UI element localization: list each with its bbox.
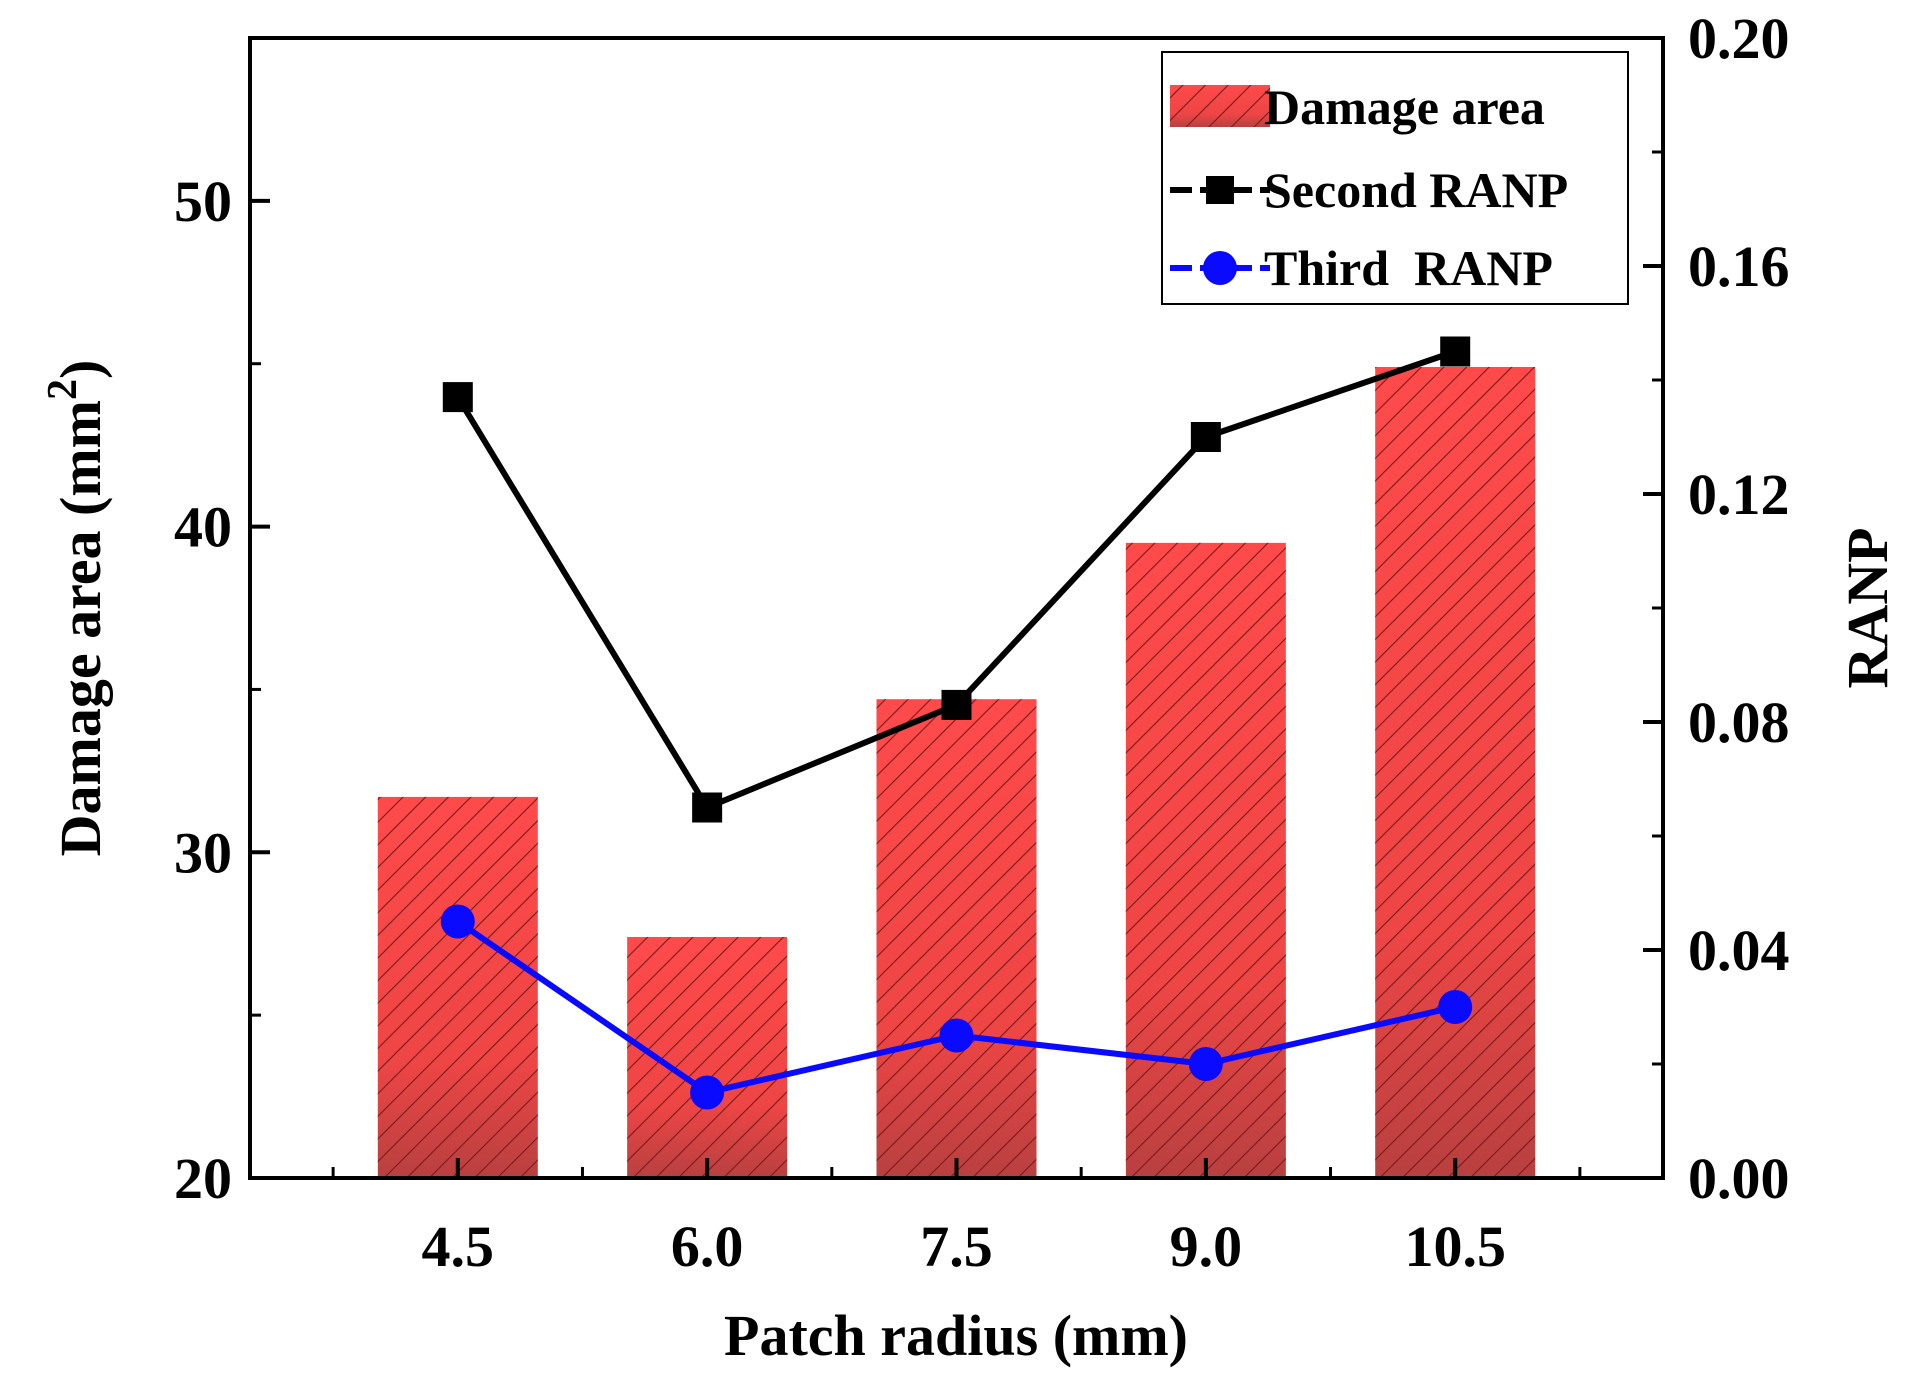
y-left-tick-label: 50 [174, 169, 232, 234]
y-left-tick-label: 40 [174, 495, 232, 560]
legend-marker-second-ranp [1206, 176, 1234, 204]
x-tick-label: 6.0 [671, 1214, 744, 1279]
point-second-ranp-9.0 [1190, 422, 1221, 452]
bar-hatch-9.0 [1125, 542, 1286, 1178]
y-right-tick-label: 0.00 [1688, 1146, 1790, 1211]
legend-label-damage-area: Damage area [1264, 79, 1545, 135]
bar-hatch-4.5 [377, 796, 538, 1178]
x-tick-label: 4.5 [422, 1214, 495, 1279]
y-axis-title-right: RANP [1835, 527, 1900, 688]
point-third-ranp-6.0 [690, 1075, 725, 1110]
y-axis-title-left-superscript: 2 [40, 379, 86, 400]
legend-label-third-ranp: Third RANP [1264, 240, 1553, 296]
point-second-ranp-7.5 [941, 689, 972, 720]
y-left-tick-label: 30 [174, 820, 232, 885]
legend-swatch-damage-area-hatch [1170, 85, 1270, 127]
y-right-tick-label: 0.04 [1688, 918, 1790, 983]
bar-hatch-7.5 [876, 699, 1037, 1178]
legend-item-second-ranp: Second RANP [1170, 162, 1568, 218]
ranp-lines [440, 336, 1473, 1110]
point-third-ranp-9.0 [1188, 1047, 1223, 1081]
legend: Damage area Second RANP Third RANP [1161, 51, 1629, 305]
point-third-ranp-4.5 [440, 904, 475, 939]
legend-marker-third-ranp [1203, 251, 1237, 285]
point-third-ranp-10.5 [1438, 990, 1473, 1024]
legend-label-second-ranp: Second RANP [1264, 162, 1568, 218]
y-axis-title-left-text: Damage area (mm [48, 400, 113, 856]
y-axis-title-left-close: ) [48, 360, 113, 379]
legend-item-damage-area: Damage area [1170, 79, 1545, 135]
x-tick-label: 7.5 [920, 1214, 993, 1279]
legend-item-third-ranp: Third RANP [1170, 240, 1553, 296]
y-right-tick-label: 0.20 [1688, 6, 1790, 71]
y-left-tick-label: 20 [174, 1146, 232, 1211]
axes: 20 30 40 50 0.00 0.04 0.08 0.12 0.16 0.20 4.5 6.0 7.… [174, 6, 1790, 1279]
y-right-tick-label: 0.08 [1688, 690, 1790, 755]
damage-area-bars [377, 366, 1536, 1178]
point-second-ranp-10.5 [1440, 336, 1471, 367]
x-tick-label: 9.0 [1170, 1214, 1243, 1279]
y-axis-title-left: Damage area (mm2) [40, 360, 113, 857]
point-second-ranp-6.0 [692, 792, 723, 823]
point-second-ranp-4.5 [442, 382, 473, 413]
point-third-ranp-7.5 [939, 1018, 974, 1053]
bar-hatch-10.5 [1375, 366, 1536, 1178]
x-tick-label: 10.5 [1404, 1214, 1506, 1279]
x-axis-title: Patch radius (mm) [724, 1303, 1188, 1368]
y-right-tick-label: 0.16 [1688, 234, 1790, 299]
y-right-tick-label: 0.12 [1688, 462, 1790, 527]
